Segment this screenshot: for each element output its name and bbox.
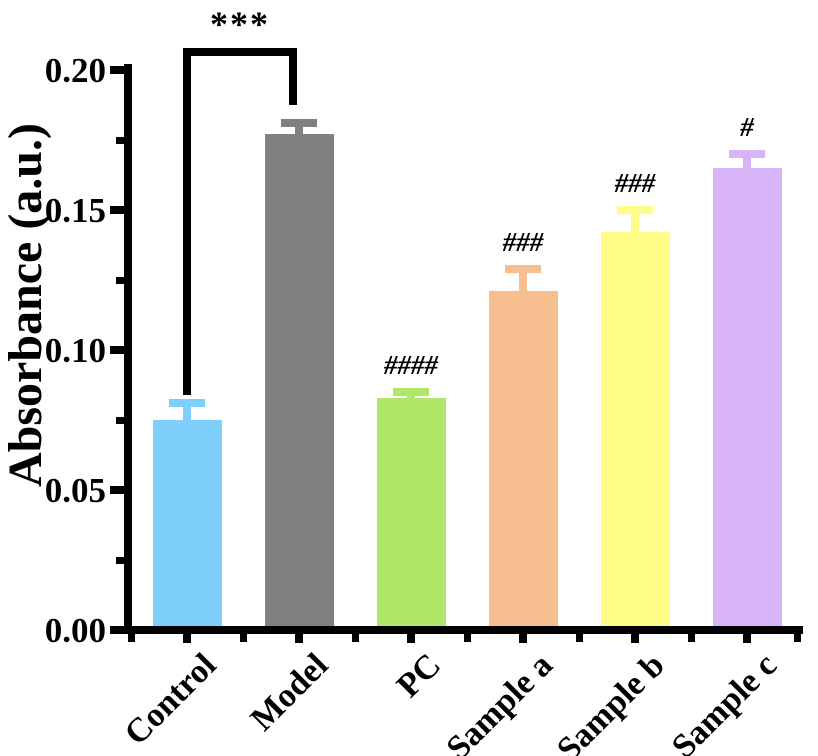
x-minor-tick (464, 634, 471, 642)
x-minor-tick (128, 634, 135, 642)
x-axis-line (124, 626, 803, 634)
y-tick (110, 66, 124, 74)
error-bar-cap-sample-c (729, 150, 765, 158)
error-bar-stem-sample-b (631, 210, 639, 248)
error-bar-stem-sample-c (743, 154, 751, 184)
x-tick-sample-c (743, 634, 751, 643)
error-bar-cap-sample-b (617, 206, 653, 214)
x-minor-tick (240, 634, 247, 642)
error-bar-stem-pc (407, 392, 415, 414)
x-minor-tick (352, 634, 359, 642)
y-minor-tick (116, 277, 124, 284)
bar-sample-b (601, 232, 670, 626)
y-tick-label: 0.15 (44, 191, 106, 230)
error-bar-cap-sample-a (505, 265, 541, 273)
y-tick (110, 626, 124, 634)
bar-sample-a (489, 291, 558, 626)
y-tick-label: 0.10 (44, 331, 106, 370)
comparison-bracket-left-leg (183, 48, 191, 395)
y-tick-label: 0.20 (44, 51, 106, 90)
y-tick (110, 486, 124, 494)
y-minor-tick (116, 557, 124, 564)
bar-control (153, 420, 222, 626)
significance-label-sample-a: ### (502, 227, 544, 257)
y-tick-label: 0.00 (44, 611, 106, 650)
error-bar-cap-control (169, 399, 205, 407)
y-minor-tick (116, 417, 124, 424)
error-bar-cap-pc (393, 388, 429, 396)
error-bar-stem-model (295, 123, 303, 150)
x-tick-sample-a (519, 634, 527, 643)
x-tick-control (183, 634, 191, 643)
x-minor-tick (688, 634, 695, 642)
error-bar-stem-control (183, 403, 191, 436)
x-tick-model (295, 634, 303, 643)
comparison-bracket-right-leg (289, 48, 297, 105)
x-tick-label-control: Control (117, 646, 224, 753)
error-bar-cap-model (281, 119, 317, 127)
significance-label-pc: #### (384, 350, 438, 380)
bar-sample-c (713, 168, 782, 626)
x-tick-label-sample-c: Sample c (664, 646, 784, 756)
y-tick (110, 346, 124, 354)
x-tick-label-sample-b: Sample b (550, 646, 672, 756)
significance-label-sample-c: # (740, 112, 754, 142)
x-tick-sample-b (631, 634, 639, 643)
bar-model (265, 134, 334, 626)
bar-pc (377, 398, 446, 626)
y-axis-line (124, 64, 132, 634)
x-minor-tick (794, 634, 801, 642)
significance-label-sample-b: ### (614, 168, 656, 198)
y-tick-label: 0.05 (44, 471, 106, 510)
error-bar-stem-sample-a (519, 269, 527, 307)
y-minor-tick (116, 137, 124, 144)
comparison-bracket-top (183, 48, 297, 56)
x-tick-label-model: Model (244, 646, 336, 739)
x-tick-label-sample-a: Sample a (439, 646, 560, 756)
x-tick-label-pc: PC (389, 646, 448, 705)
comparison-significance-stars: *** (210, 4, 270, 44)
x-tick-pc (407, 634, 415, 643)
y-tick (110, 206, 124, 214)
x-minor-tick (576, 634, 583, 642)
